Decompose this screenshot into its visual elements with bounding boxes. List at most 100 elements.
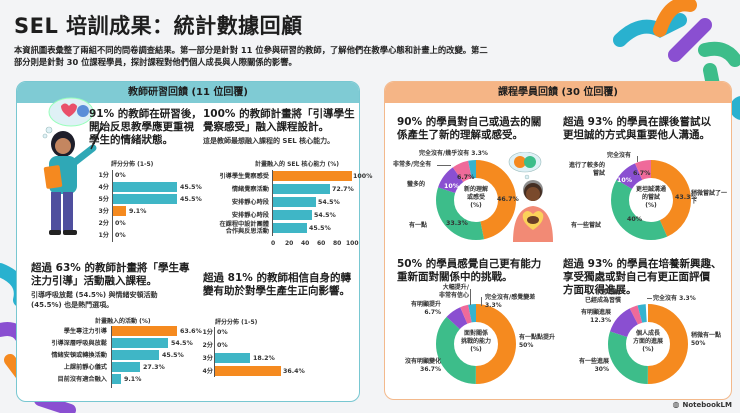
leader-line (647, 298, 652, 299)
bar-3 (113, 206, 126, 216)
student-s4-title: 超過 93% 的學員在培養新興趣、 享受獨處或對自己有更正面評價 方面取得進展。 (563, 258, 722, 296)
donut-pct: 46.7% (497, 196, 519, 203)
bar-label: 3分 (202, 355, 214, 362)
bar-value: 18.2% (253, 355, 275, 362)
teacher-s1-title: 91% 的教師在研習後， 開始反思教學應更重視 學生的情緒狀態。 (89, 108, 202, 146)
bar-label: 1分 (98, 232, 110, 239)
donut-label: 大幅提升/ 非常有信心 (438, 284, 469, 299)
bar-value: 45.5% (180, 184, 202, 191)
student-feedback-panel: 課程學員回饋 (30 位回覆) 90% 的學員對自己或過去的關 係產生了新的理解… (384, 81, 732, 400)
bar-label: 上課前靜心儀式 (63, 364, 107, 371)
teacher-s4-axis-title: 評分分佈 (1-5) (215, 319, 258, 326)
axis-line (272, 170, 273, 236)
intro-paragraph: 本資訊圖表彙整了兩組不同的問卷調查結果。第一部分是針對 11 位參與研習的教師，… (14, 45, 488, 67)
teacher-s1-bar-chart: 1分 0% 4分 45.5% 5分 45.5% 3分 9.1% 2分 0% 1分… (85, 170, 215, 242)
donut-pct: 43.3% (675, 194, 697, 201)
bar-pre-class-ritual (112, 362, 140, 372)
donut-label: 沒有明顯變化 36.7% (404, 358, 441, 373)
student-panel-header: 課程學員回饋 (30 位回覆) (385, 82, 731, 103)
bar-focus-guidance (112, 326, 177, 336)
teacher-s1-axis-title: 評分分佈 (1-5) (111, 161, 154, 168)
bar-value: 36.4% (283, 368, 305, 375)
donut-label: 完全沒有/感覺變差 3.3% (485, 294, 536, 309)
donut-label: 稍微嘗試了一 下 (691, 190, 728, 205)
bar-value: 45.5% (162, 352, 184, 359)
bar-meditation-2 (273, 210, 312, 220)
teacher-s2-title: 100% 的教師計畫將「引導學生 覺察感受」融入課程設計。 (203, 108, 355, 133)
x-tick: 20 (285, 240, 294, 247)
donut-center-label: 個人成長 方面的進展 (%) (632, 330, 663, 353)
bar-emotion-awareness (273, 184, 330, 194)
bar-score-3 (215, 353, 250, 363)
donut-pct: 40% (627, 216, 643, 223)
bar-group-reflection (273, 223, 307, 233)
bar-label: 情緒覺察活動 (231, 186, 269, 193)
bar-label: 1分 (202, 329, 214, 336)
bar-label: 2分 (98, 220, 110, 227)
notebooklm-watermark: ◍ NotebookLM (672, 400, 732, 409)
axis-line (112, 170, 113, 242)
axis-line (111, 326, 112, 388)
donut-label: 完全沒有 (607, 152, 632, 159)
x-tick: 80 (333, 240, 342, 247)
donut-label: 有明顯提升 6.7% (410, 301, 441, 316)
bar-label: 4分 (202, 368, 214, 375)
bar-value: 9.1% (124, 376, 142, 383)
bar-value: 100% (353, 173, 373, 180)
donut-pct: 10% (617, 177, 633, 184)
bar-value: 0% (217, 342, 228, 349)
teacher-s3-title: 超過 63% 的教師計畫將「學生專 注力引導」活動融入課程。 (31, 262, 190, 287)
donut-center-label: 新的理解 或感受 (%) (463, 186, 488, 209)
donut-label: 有一點 (409, 222, 428, 229)
bar-value: 45.5% (180, 196, 202, 203)
donut-label: 有明顯進展 12.3% (580, 309, 611, 324)
teacher-s2-subtitle: 這是教師最想融入課程的 SEL 核心能力。 (203, 137, 335, 145)
bar-label: 3分 (98, 208, 110, 215)
teacher-s4-bar-chart: 1分 0% 2分 0% 3分 18.2% 4分 36.4% (201, 327, 331, 377)
bar-deep-breathing (112, 338, 168, 348)
bar-value: 0% (115, 220, 126, 227)
bar-value: 54.5% (314, 212, 336, 219)
teacher-s3-bar-chart: 學生專注力引導 63.6% 引導深層呼吸與放鬆 54.5% 情緒安頓或轉換活動 … (23, 326, 202, 388)
notebooklm-logo-icon: ◍ (672, 400, 680, 409)
bar-label: 引導學生覺察感受 (219, 173, 270, 180)
bar-label: 學生專注力引導 (63, 328, 107, 335)
bar-none-suitable (112, 374, 121, 384)
donut-center-label: 面對關係 挑戰的能力 (%) (460, 330, 491, 353)
bar-label: 在課程中設計團體 合作與反思活動 (219, 221, 270, 235)
bar-5 (113, 194, 177, 204)
donut-pct: 10% (444, 183, 460, 190)
bar-value: 9.1% (129, 208, 147, 215)
bar-value: 54.5% (318, 199, 340, 206)
bar-emotion-settle (112, 350, 159, 360)
teacher-panel-header: 教師研習回饋 (11 位回覆) (17, 82, 359, 103)
bar-label: 1分 (98, 172, 110, 179)
donut-label: 蠻多的 (407, 181, 426, 188)
student-s1-title: 90% 的學員對自己或過去的關 係產生了新的理解或感受。 (397, 116, 542, 141)
bar-label: 引導深層呼吸與放鬆 (51, 340, 107, 347)
bar-label: 2分 (202, 342, 214, 349)
bar-label: 安排靜心時段 (231, 199, 269, 206)
bar-value: 0% (217, 329, 228, 336)
teacher-s3-subtitle: 引導呼吸放鬆 (54.5%) 與情緒安頓活動 (45.5%) 也是熱門選項。 (31, 291, 158, 309)
leader-line (470, 289, 471, 305)
teacher-s3-axis-title: 計畫融入的活動 (%) (95, 318, 151, 325)
x-tick: 0 (271, 240, 276, 247)
bar-score-4 (215, 366, 281, 376)
bar-label: 安排靜心時段 (231, 212, 269, 219)
leader-line (637, 156, 638, 162)
bar-value: 0% (115, 172, 126, 179)
donut-center-label: 更坦誠溝通 的嘗試 (%) (635, 186, 666, 209)
bar-value: 0% (115, 232, 126, 239)
bar-label: 5分 (98, 196, 110, 203)
donut-label: 非常明顯/ 已經成為習慣 (584, 289, 621, 304)
x-tick: 60 (317, 240, 326, 247)
donut-pct: 6.7% (633, 170, 651, 177)
donut-pct: 33.3% (446, 220, 468, 227)
donut-label: 完全沒有 3.3% (653, 295, 696, 302)
student-s3-title: 50% 的學員感覺自己更有能力 重新面對關係中的挑戰。 (397, 258, 542, 283)
bar-value: 63.6% (180, 328, 202, 335)
teacher-feedback-panel: 教師研習回饋 (11 位回覆) 91% 的教師在研習後， 開始反思教學應更重視 … (16, 81, 372, 402)
bar-label: 情緒安頓或轉換活動 (51, 352, 107, 359)
x-tick: 40 (301, 240, 310, 247)
